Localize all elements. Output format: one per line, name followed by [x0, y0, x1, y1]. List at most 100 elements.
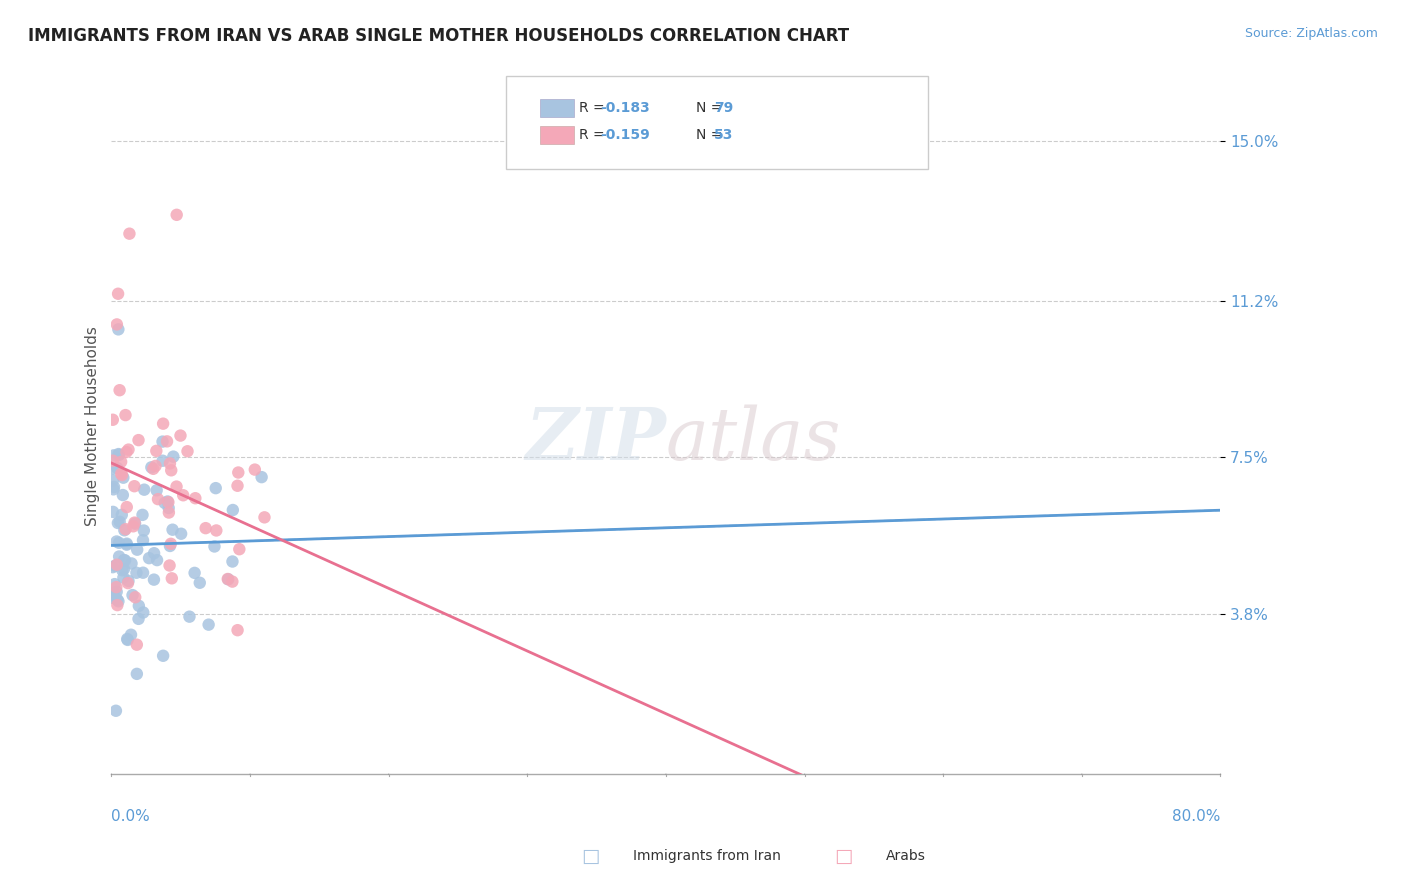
Point	[128, 599, 150, 613]
Point	[228, 542, 250, 557]
Y-axis label: Single Mother Households: Single Mother Households	[86, 326, 100, 525]
Point	[204, 481, 226, 495]
Point	[107, 322, 129, 336]
Point	[166, 208, 188, 222]
Point	[125, 638, 148, 652]
Point	[101, 560, 124, 574]
Point	[124, 591, 146, 605]
Point	[217, 572, 239, 586]
Point	[169, 428, 191, 442]
Point	[121, 588, 143, 602]
Point	[145, 483, 167, 498]
Point	[124, 479, 146, 493]
Point	[108, 536, 131, 550]
Point	[105, 598, 128, 612]
Point	[162, 523, 184, 537]
Text: N =: N =	[696, 128, 727, 142]
Text: ZIP: ZIP	[524, 404, 666, 475]
Text: Arabs: Arabs	[886, 849, 925, 863]
Point	[108, 515, 131, 529]
Point	[226, 479, 249, 493]
Point	[117, 576, 139, 591]
Point	[115, 538, 138, 552]
Point	[226, 623, 249, 637]
Point	[131, 508, 153, 522]
Point	[179, 609, 201, 624]
Point	[152, 434, 174, 449]
Point	[107, 447, 129, 461]
Point	[105, 318, 128, 332]
Point	[141, 460, 163, 475]
Text: □: □	[581, 847, 600, 866]
Point	[194, 521, 217, 535]
Point	[146, 492, 169, 507]
Point	[114, 408, 136, 422]
Point	[188, 575, 211, 590]
Point	[127, 542, 149, 557]
Point	[159, 539, 181, 553]
Point	[250, 470, 273, 484]
Point	[170, 526, 193, 541]
Point	[105, 534, 128, 549]
Point	[101, 462, 124, 476]
Point	[105, 584, 128, 599]
Point	[124, 516, 146, 531]
Point	[105, 461, 128, 475]
Point	[172, 488, 194, 502]
Point	[153, 496, 176, 510]
Point	[156, 494, 179, 508]
Text: 0.0%: 0.0%	[111, 809, 150, 824]
Point	[159, 457, 181, 471]
Point	[111, 563, 134, 577]
Point	[104, 558, 127, 573]
Point	[183, 566, 205, 580]
Point	[134, 483, 156, 497]
Point	[221, 574, 243, 589]
Point	[110, 455, 132, 469]
Point	[107, 594, 129, 608]
Point	[115, 536, 138, 550]
Point	[142, 573, 165, 587]
Text: □: □	[834, 847, 853, 866]
Text: N =: N =	[696, 101, 727, 115]
Point	[176, 444, 198, 458]
Point	[145, 458, 167, 473]
Point	[243, 462, 266, 476]
Point	[226, 466, 249, 480]
Point	[253, 510, 276, 524]
Point	[103, 483, 125, 497]
Point	[124, 516, 146, 530]
Point	[197, 617, 219, 632]
Point	[166, 479, 188, 493]
Text: IMMIGRANTS FROM IRAN VS ARAB SINGLE MOTHER HOUSEHOLDS CORRELATION CHART: IMMIGRANTS FROM IRAN VS ARAB SINGLE MOTH…	[28, 27, 849, 45]
Point	[162, 450, 184, 464]
Text: R =: R =	[579, 128, 609, 142]
Point	[107, 286, 129, 301]
Point	[121, 557, 143, 571]
Point	[115, 445, 138, 459]
Point	[101, 505, 124, 519]
Text: Source: ZipAtlas.com: Source: ZipAtlas.com	[1244, 27, 1378, 40]
Point	[132, 566, 155, 580]
Point	[205, 524, 228, 538]
Point	[152, 453, 174, 467]
Point	[217, 572, 239, 586]
Point	[222, 503, 245, 517]
Point	[157, 506, 180, 520]
Point	[160, 463, 183, 477]
Point	[132, 533, 155, 548]
Point	[101, 413, 124, 427]
Point	[112, 562, 135, 576]
Point	[128, 612, 150, 626]
Point	[156, 434, 179, 449]
Point	[138, 551, 160, 566]
Point	[101, 474, 124, 488]
Point	[160, 571, 183, 585]
Point	[184, 491, 207, 506]
Point	[115, 632, 138, 646]
Point	[120, 628, 142, 642]
Text: -0.183: -0.183	[600, 101, 650, 115]
Text: 79: 79	[714, 101, 734, 115]
Point	[118, 227, 141, 241]
Point	[101, 591, 124, 605]
